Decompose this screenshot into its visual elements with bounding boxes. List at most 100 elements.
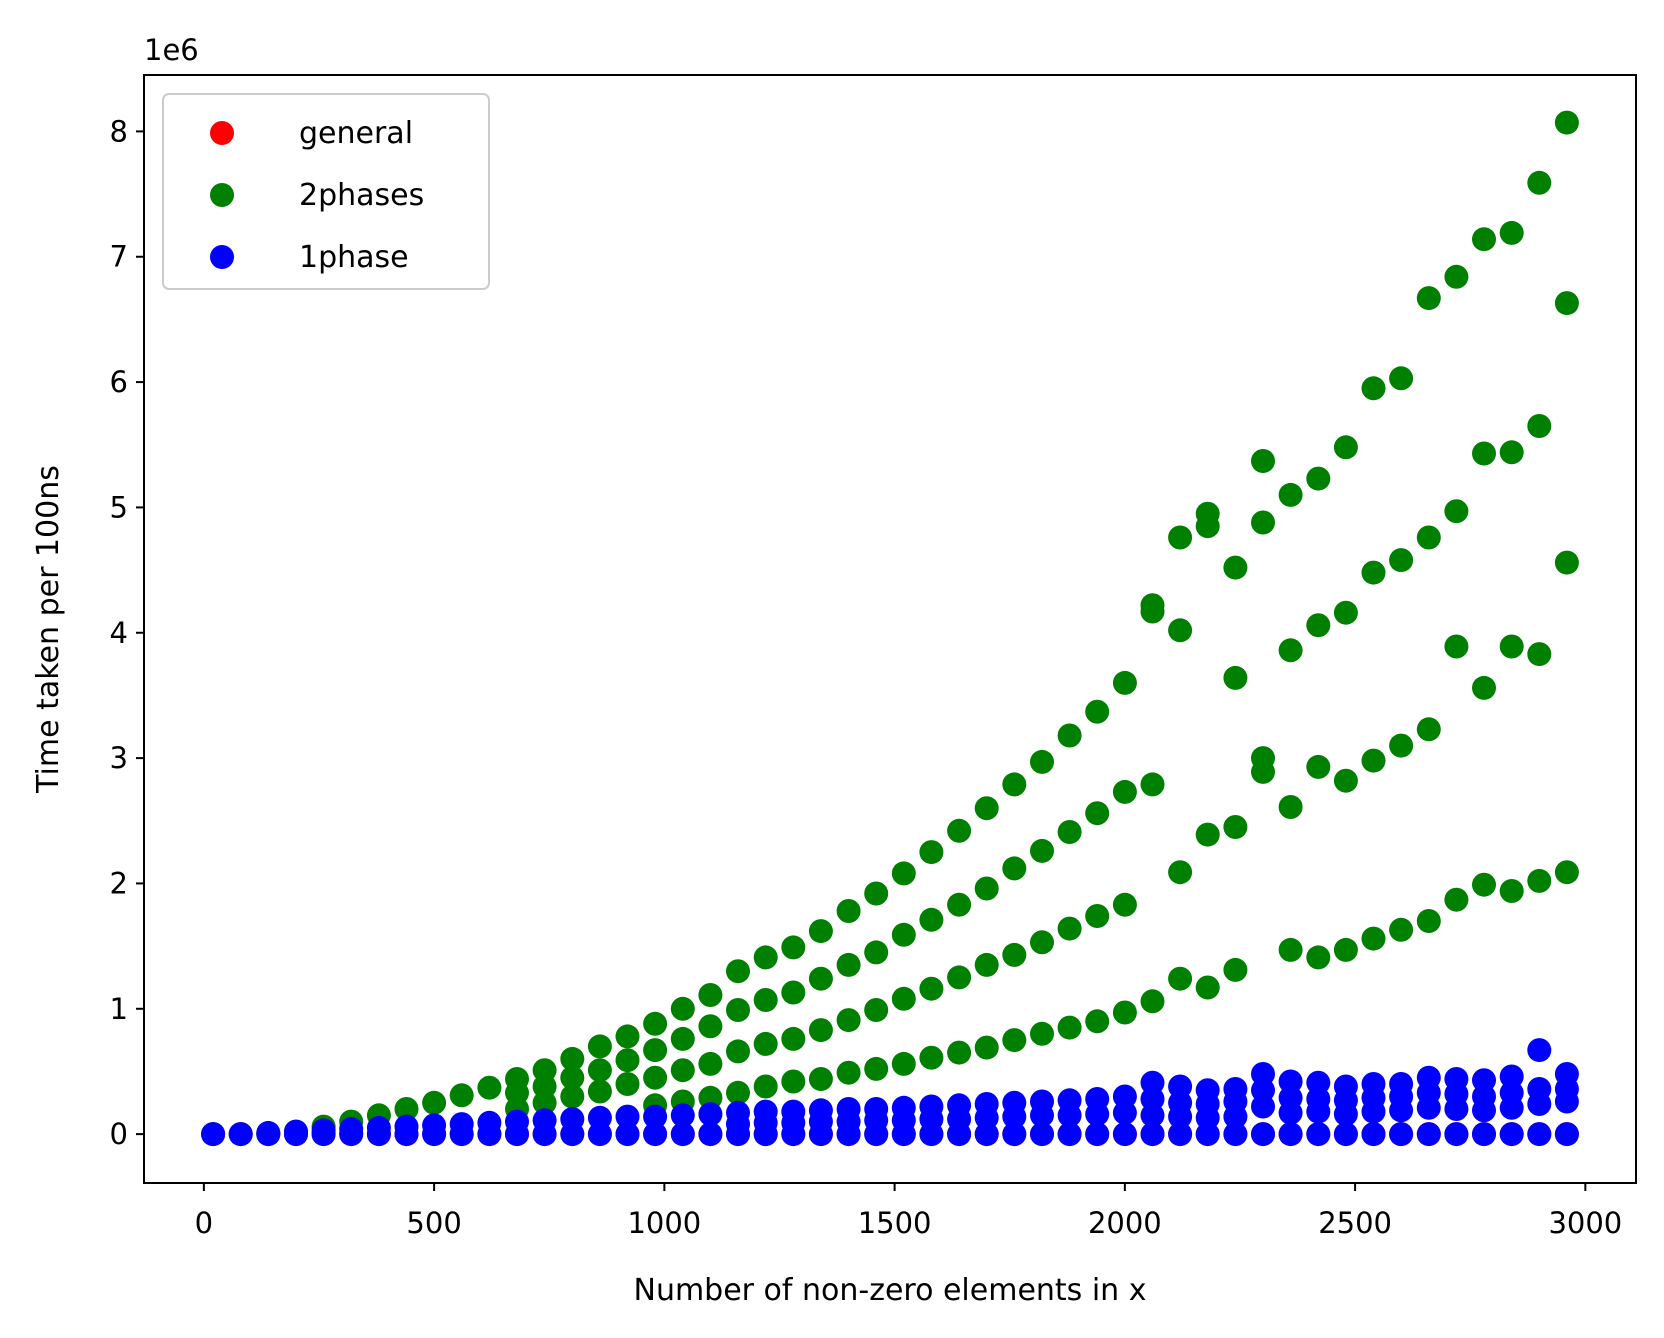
point-2phases-86 — [1472, 441, 1496, 466]
x-tick-label: 0 — [195, 1206, 213, 1240]
point-2phases-10 — [477, 1075, 502, 1100]
legend: general 2phases 1phase — [162, 93, 490, 290]
point-2phases-136 — [836, 1060, 861, 1085]
point-2phases-45 — [1389, 366, 1414, 391]
point-1phase-32 — [1085, 1122, 1110, 1147]
point-2phases-120 — [1333, 768, 1358, 793]
point-1phase-37 — [1223, 1122, 1248, 1147]
point-2phases-88 — [1527, 414, 1552, 438]
x-axis-label: Number of non-zero elements in x — [634, 1273, 1147, 1308]
point-2phases-128 — [1554, 550, 1579, 575]
legend-marker-2phases — [210, 183, 234, 207]
point-2phases-17 — [670, 996, 695, 1021]
point-2phases-44 — [1361, 376, 1386, 401]
point-2phases-109 — [1030, 930, 1054, 955]
point-2phases-57 — [643, 1038, 668, 1063]
point-1phase-65 — [670, 1103, 695, 1128]
y-tick-label: 4 — [110, 616, 128, 650]
point-2phases-123 — [1416, 717, 1441, 742]
point-2phases-8 — [422, 1090, 447, 1115]
y-offset-label: 1e6 — [144, 33, 199, 67]
point-2phases-132 — [726, 1080, 750, 1105]
point-2phases-74 — [1112, 779, 1137, 804]
point-1phase-135 — [1306, 1099, 1331, 1124]
point-2phases-82 — [1361, 560, 1386, 585]
point-2phases-156 — [1416, 909, 1441, 933]
point-2phases-22 — [808, 919, 833, 944]
point-2phases-106 — [947, 965, 972, 990]
point-2phases-139 — [919, 1045, 944, 1070]
point-2phases-33 — [1112, 670, 1137, 695]
point-2phases-155 — [1389, 917, 1414, 942]
point-2phases-135 — [808, 1067, 833, 1091]
point-2phases-117 — [1251, 759, 1275, 784]
point-1phase-61 — [560, 1107, 585, 1132]
point-1phase-106 — [947, 1107, 972, 1132]
point-2phases-20 — [753, 945, 778, 970]
point-2phases-160 — [1527, 868, 1552, 893]
point-2phases-67 — [919, 907, 944, 932]
x-tick-label: 1500 — [858, 1206, 932, 1240]
point-1phase-44 — [1416, 1122, 1441, 1147]
legend-marker-1phase — [210, 245, 234, 269]
point-2phases-158 — [1472, 872, 1496, 897]
point-2phases-93 — [587, 1079, 612, 1104]
point-2phases-30 — [1030, 749, 1054, 774]
point-1phase-0 — [201, 1122, 226, 1147]
point-1phase-16 — [643, 1122, 668, 1147]
point-2phases-115 — [1223, 815, 1248, 839]
point-1phase-52 — [311, 1118, 336, 1143]
point-2phases-18 — [698, 983, 723, 1007]
point-2phases-63 — [808, 966, 833, 991]
point-2phases-71 — [1030, 838, 1054, 863]
point-1phase-111 — [1085, 1102, 1110, 1127]
point-2phases-89 — [1554, 291, 1579, 316]
point-2phases-95 — [643, 1065, 668, 1090]
point-1phase-47 — [1499, 1122, 1524, 1147]
point-2phases-56 — [615, 1048, 640, 1073]
point-2phases-154 — [1361, 926, 1386, 951]
point-2phases-85 — [1444, 499, 1469, 524]
point-2phases-153 — [1333, 937, 1358, 962]
point-2phases-111 — [1085, 904, 1110, 928]
point-1phase-60 — [532, 1108, 557, 1133]
y-tick-label: 3 — [110, 741, 128, 775]
point-2phases-76 — [1168, 618, 1193, 643]
point-1phase-140 — [1444, 1097, 1469, 1121]
point-2phases-62 — [781, 980, 806, 1005]
point-2phases-96 — [670, 1058, 695, 1083]
point-2phases-31 — [1057, 723, 1082, 748]
point-2phases-127 — [1527, 642, 1552, 667]
point-1phase-39 — [1278, 1122, 1303, 1147]
point-2phases-72 — [1057, 820, 1082, 844]
point-2phases-48 — [1472, 227, 1496, 252]
point-2phases-141 — [974, 1035, 999, 1060]
point-1phase-1 — [228, 1122, 253, 1147]
point-2phases-125 — [1472, 675, 1496, 700]
point-2phases-47 — [1444, 264, 1469, 289]
legend-label-general: general — [299, 116, 413, 151]
point-2phases-149 — [1195, 975, 1220, 1000]
point-2phases-151 — [1278, 937, 1303, 962]
point-2phases-14 — [587, 1034, 612, 1059]
point-1phase-129 — [1140, 1103, 1165, 1128]
y-tick-label: 1 — [110, 992, 128, 1026]
point-2phases-104 — [891, 986, 916, 1011]
point-2phases-36 — [1168, 525, 1193, 550]
point-1phase-142 — [1499, 1095, 1524, 1120]
legend-label-1phase: 1phase — [299, 240, 409, 275]
x-tick-label: 500 — [406, 1206, 461, 1240]
point-2phases-143 — [1030, 1021, 1054, 1046]
point-2phases-40 — [1251, 510, 1275, 535]
point-2phases-80 — [1306, 613, 1331, 638]
point-2phases-98 — [726, 1039, 750, 1064]
point-2phases-19 — [726, 959, 750, 984]
point-2phases-159 — [1499, 879, 1524, 903]
point-1phase-62 — [587, 1105, 612, 1130]
point-2phases-147 — [1140, 989, 1165, 1014]
point-2phases-110 — [1057, 916, 1082, 941]
point-1phase-112 — [1112, 1100, 1137, 1125]
point-2phases-28 — [974, 796, 999, 821]
point-2phases-60 — [726, 998, 750, 1022]
